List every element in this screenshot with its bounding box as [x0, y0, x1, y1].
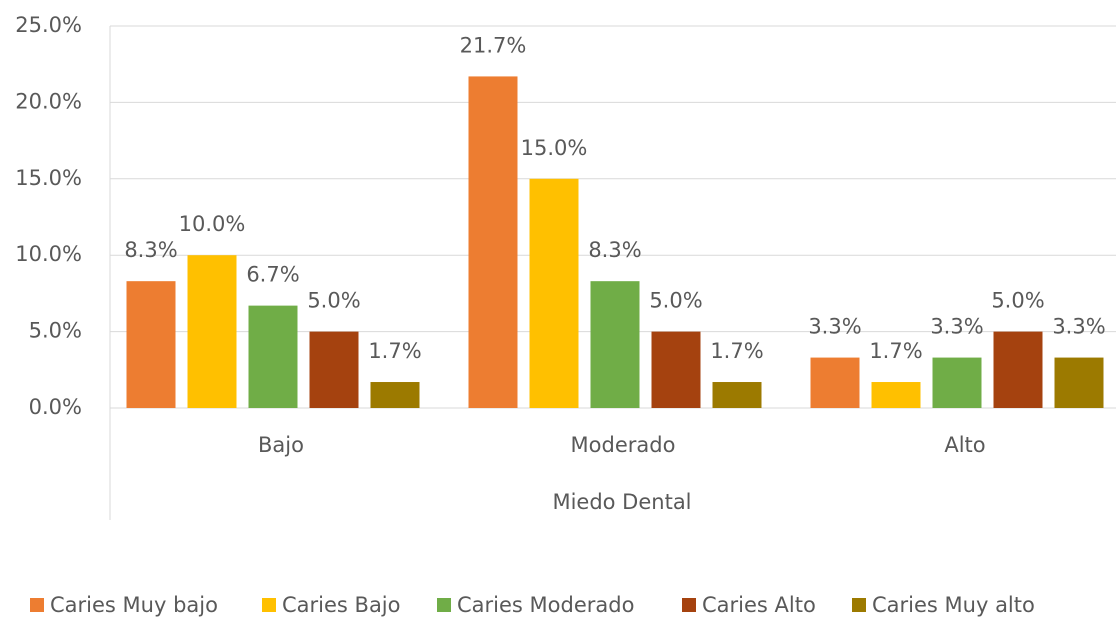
bar — [932, 357, 982, 408]
data-label: 8.3% — [588, 238, 641, 262]
data-label: 5.0% — [991, 289, 1044, 313]
legend-label: Caries Moderado — [457, 593, 634, 617]
bar — [712, 382, 762, 408]
legend-label: Caries Bajo — [282, 593, 401, 617]
bar — [309, 331, 359, 408]
data-label: 8.3% — [124, 238, 177, 262]
x-tick-label: Alto — [944, 433, 985, 457]
y-tick-label: 10.0% — [15, 242, 82, 266]
bar — [529, 178, 579, 408]
data-label: 1.7% — [869, 339, 922, 363]
bar — [1054, 357, 1104, 408]
x-tick-label: Bajo — [258, 433, 304, 457]
bar — [810, 357, 860, 408]
y-tick-label: 25.0% — [15, 13, 82, 37]
data-label: 5.0% — [307, 289, 360, 313]
legend-swatch — [682, 598, 696, 612]
legend-label: Caries Alto — [702, 593, 816, 617]
data-label: 21.7% — [460, 33, 527, 57]
data-label: 6.7% — [246, 263, 299, 287]
bar — [993, 331, 1043, 408]
legend-label: Caries Muy alto — [872, 593, 1035, 617]
legend-swatch — [437, 598, 451, 612]
bar — [590, 281, 640, 408]
bar — [871, 382, 921, 408]
data-label: 3.3% — [808, 315, 861, 339]
y-tick-label: 0.0% — [29, 395, 82, 419]
legend-swatch — [262, 598, 276, 612]
legend-swatch — [852, 598, 866, 612]
y-tick-label: 20.0% — [15, 89, 82, 113]
data-label: 10.0% — [179, 212, 246, 236]
data-label: 1.7% — [368, 339, 421, 363]
legend-swatch — [30, 598, 44, 612]
bar — [126, 281, 176, 408]
data-label: 3.3% — [930, 315, 983, 339]
y-tick-label: 5.0% — [29, 319, 82, 343]
data-label: 1.7% — [710, 339, 763, 363]
y-tick-label: 15.0% — [15, 166, 82, 190]
data-label: 3.3% — [1052, 315, 1105, 339]
legend-label: Caries Muy bajo — [50, 593, 218, 617]
bar — [468, 76, 518, 408]
data-label: 15.0% — [521, 136, 588, 160]
bar — [370, 382, 420, 408]
bar — [248, 305, 298, 408]
x-tick-label: Moderado — [571, 433, 676, 457]
bar — [651, 331, 701, 408]
x-axis-title: Miedo Dental — [552, 490, 691, 514]
bar — [187, 255, 237, 408]
data-label: 5.0% — [649, 289, 702, 313]
